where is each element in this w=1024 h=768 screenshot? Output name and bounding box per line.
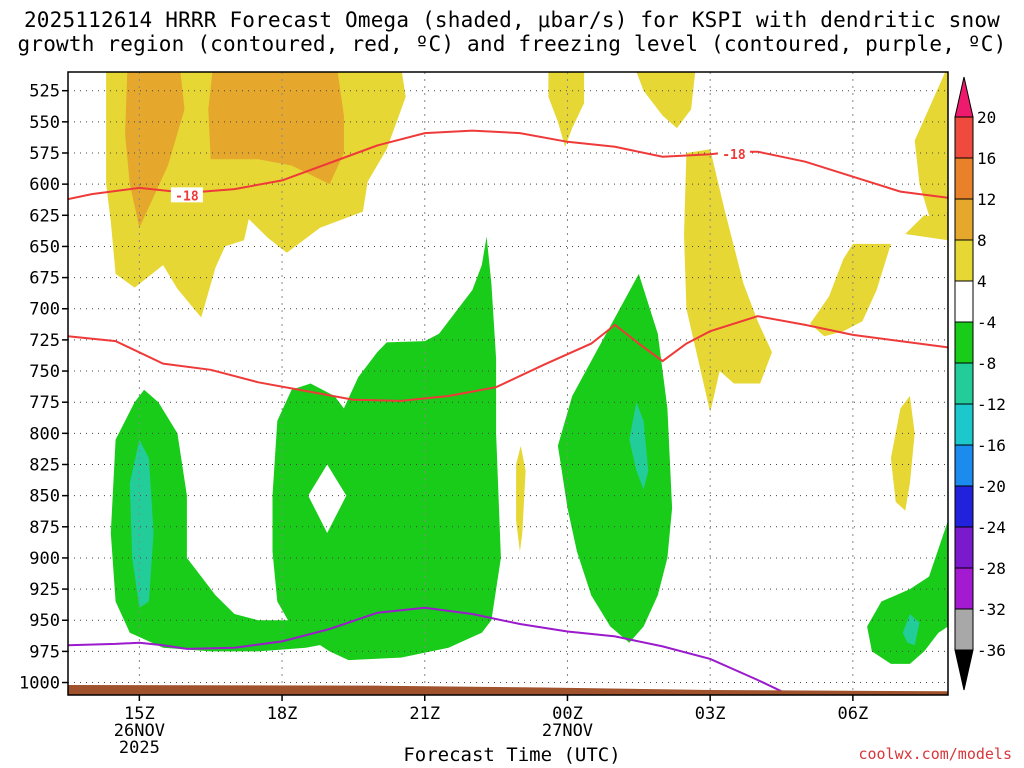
y-tick-label: 900: [29, 549, 60, 569]
y-tick-label: 775: [29, 393, 60, 413]
contour-label: -18: [722, 148, 746, 163]
x-tick-label: 03Z: [695, 704, 726, 724]
omega-region-positive-8: [208, 72, 344, 185]
y-tick-label: 825: [29, 455, 60, 475]
chart-title-line-2: growth region (contoured, red, ºC) and f…: [17, 32, 1007, 56]
colorbar-label: 20: [977, 108, 996, 127]
contour-label: -18: [175, 189, 199, 204]
x-tick-year: 2025: [119, 738, 160, 758]
colorbar-label: -16: [977, 436, 1006, 455]
dgz-bottom-contour: [68, 315, 948, 402]
x-axis-title: Forecast Time (UTC): [403, 744, 621, 766]
colorbar-segment: [954, 526, 974, 569]
colorbar-segment: [954, 280, 974, 323]
colorbar-bottom-arrow: [954, 649, 974, 691]
y-tick-label: 800: [29, 424, 60, 444]
colorbar-label: 12: [977, 190, 996, 209]
freezing-level-contour: [68, 606, 782, 693]
colorbar-label: -32: [977, 600, 1006, 619]
y-tick-label: 950: [29, 611, 60, 631]
colorbar-label: -4: [977, 313, 996, 332]
omega-region-negative-8: [129, 439, 154, 608]
y-tick-label: 1000: [19, 674, 60, 694]
y-tick-label: 625: [29, 206, 60, 226]
omega-region-positive-4: [636, 72, 696, 129]
chart-title-line-1: 2025112614 HRRR Forecast Omega (shaded, …: [23, 8, 1001, 32]
x-tick-date: 26NOV: [114, 721, 165, 741]
omega-region-neutral: [308, 464, 347, 533]
colorbar-label: -20: [977, 477, 1006, 496]
omega-region-negative-8: [629, 402, 649, 490]
contour-label-background: [717, 146, 750, 162]
y-tick-label: 550: [29, 113, 60, 133]
colorbar-segment: [954, 444, 974, 487]
y-tick-label: 675: [29, 269, 60, 289]
x-tick-label: 15Z: [124, 704, 155, 724]
colorbar-label: 16: [977, 149, 996, 168]
contour-label-background: [170, 187, 203, 203]
y-tick-label: 875: [29, 518, 60, 538]
x-tick-label: 21Z: [409, 704, 440, 724]
omega-region-positive-4: [684, 149, 772, 413]
colorbar-top-arrow: [954, 76, 974, 118]
colorbar-segment: [954, 362, 974, 405]
omega-region-positive-4: [516, 445, 526, 552]
colorbar-segment: [954, 403, 974, 446]
x-tick-label: 00Z: [552, 704, 583, 724]
colorbar-segment: [954, 239, 974, 282]
omega-region-positive-4: [810, 243, 891, 337]
x-tick-label: 06Z: [838, 704, 869, 724]
colorbar-segment: [954, 116, 974, 159]
colorbar-label: -28: [977, 559, 1006, 578]
colorbar-segment: [954, 157, 974, 200]
site-credit: coolwx.com/models: [858, 745, 1012, 763]
y-tick-label: 975: [29, 642, 60, 662]
colorbar-label: 4: [977, 272, 987, 291]
omega-region-positive-4: [890, 396, 915, 511]
y-tick-label: 700: [29, 300, 60, 320]
colorbar-label: -12: [977, 395, 1006, 414]
y-tick-label: 650: [29, 237, 60, 257]
y-tick-label: 575: [29, 144, 60, 164]
y-tick-label: 925: [29, 580, 60, 600]
colorbar-label: -8: [977, 354, 996, 373]
omega-region-negative-4: [272, 236, 501, 661]
omega-region-positive-4: [548, 72, 585, 147]
dgz-top-contour: [68, 129, 948, 201]
plot-frame: [67, 71, 949, 696]
colorbar-label: -36: [977, 641, 1006, 660]
y-tick-label: 850: [29, 487, 60, 507]
colorbar-label: -24: [977, 518, 1006, 537]
y-tick-label: 525: [29, 82, 60, 102]
colorbar-segment: [954, 485, 974, 528]
omega-region-negative-4: [557, 273, 673, 643]
x-tick-label: 18Z: [267, 704, 298, 724]
colorbar-segment: [954, 198, 974, 241]
colorbar-segment: [954, 567, 974, 610]
omega-region-positive-4: [914, 72, 948, 234]
y-tick-label: 750: [29, 362, 60, 382]
y-tick-label: 725: [29, 331, 60, 351]
colorbar-label: 8: [977, 231, 987, 250]
plot-area: -18 -18: [68, 72, 948, 695]
omega-region-negative-8: [902, 614, 920, 646]
terrain-surface: [68, 685, 948, 695]
omega-region-negative-4: [110, 389, 354, 652]
omega-region-negative-4: [867, 520, 948, 664]
y-tick-label: 600: [29, 175, 60, 195]
colorbar-segment: [954, 608, 974, 651]
x-tick-date: 27NOV: [542, 721, 593, 741]
colorbar-segment: [954, 321, 974, 364]
